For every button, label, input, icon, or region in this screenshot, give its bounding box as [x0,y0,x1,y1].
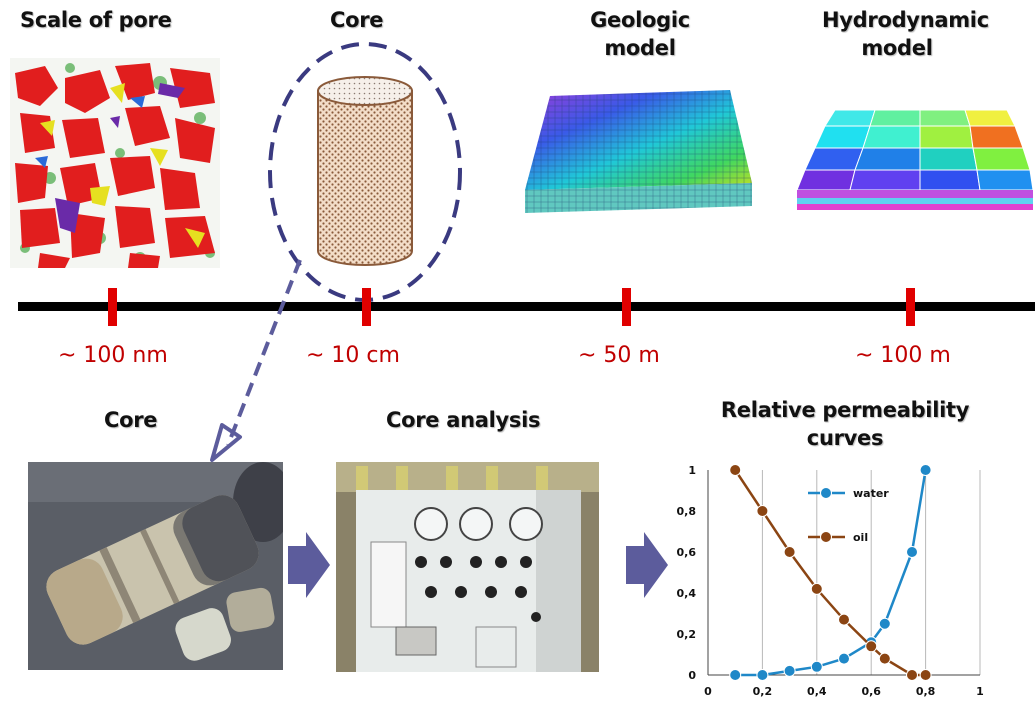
series-point-water [729,669,742,681]
core-cylinder-top [317,76,413,106]
series-point-oil [729,464,742,476]
scale-label-100m: ~ 100 m [855,343,951,368]
y-tick-label: 0,6 [677,546,697,559]
y-tick-label: 0 [688,669,696,682]
heading-geologic-line2: model [604,36,676,60]
series-point-oil [878,652,891,665]
legend-label-water: water [853,487,889,500]
series-point-oil [906,669,918,681]
scale-label-10cm: ~ 10 cm [306,343,400,368]
series-point-oil [838,613,850,626]
scale-tick-100m [906,288,915,326]
dashed-link-arrow [210,259,302,462]
legend-marker-oil [820,531,832,543]
scale-label-50m: ~ 50 m [578,343,660,368]
series-point-oil [783,546,796,558]
scale-tick-10cm [362,288,371,326]
x-tick-label: 0,4 [807,685,827,698]
series-point-oil [810,582,823,595]
series-point-oil [756,505,769,517]
hydrodynamic-model-image [796,109,1034,210]
legend-label-oil: oil [853,531,868,544]
heading-core-analysis: Core analysis [386,408,541,432]
pore-scale-image [10,58,220,268]
core-analysis-photo [336,462,599,672]
series-point-oil [865,640,878,653]
legend-marker-water [820,487,832,499]
x-tick-label: 0,8 [916,685,936,698]
series-point-water [810,660,823,673]
core-cylinder-diagram [268,42,462,302]
heading-scale-of-pore: Scale of pore [20,8,172,32]
x-tick-label: 1 [976,685,984,698]
relative-permeability-chart: 0 0,2 0,4 0,6 0,8 1 0 0,2 0,4 0,6 0,8 1 water oil [677,464,984,698]
y-tick-label: 0,2 [677,628,697,641]
series-point-water [878,617,891,630]
y-tick-label: 1 [688,464,696,477]
heading-hydro-line2: model [861,36,933,60]
heading-relperm-line2: curves [806,426,884,450]
heading-relperm-line1: Relative permeability [720,398,970,422]
series-point-oil [919,669,932,681]
series-point-water [906,546,918,558]
y-tick-label: 0,8 [677,505,697,518]
x-tick-label: 0,2 [753,685,773,698]
flow-arrow-2 [626,532,668,598]
flow-arrow-1 [288,532,330,598]
scale-tick-100nm [108,288,117,326]
heading-geologic-model: Geologic model [580,6,700,62]
series-point-water [783,664,796,677]
heading-core-top: Core [330,8,384,32]
x-tick-label: 0 [704,685,712,698]
core-samples-photo [28,462,283,670]
series-point-water [919,464,932,476]
series-point-water [756,669,769,681]
series-line-water [735,469,927,677]
y-tick-label: 0,4 [677,587,697,600]
scale-tick-50m [622,288,631,326]
heading-geologic-line1: Geologic [590,8,690,32]
series-point-water [838,652,850,665]
scale-timeline [18,302,1035,311]
geologic-model-image [525,90,752,213]
heading-hydro-line1: Hydrodynamic [822,8,989,32]
scale-label-100nm: ~ 100 nm [58,343,168,368]
heading-relative-permeability: Relative permeability curves [700,396,990,452]
core-cylinder-body [317,90,413,266]
heading-core-bottom: Core [104,408,158,432]
series-line-oil [734,469,926,677]
x-tick-label: 0,6 [861,685,881,698]
heading-hydrodynamic-model: Hydrodynamic model [822,6,989,62]
